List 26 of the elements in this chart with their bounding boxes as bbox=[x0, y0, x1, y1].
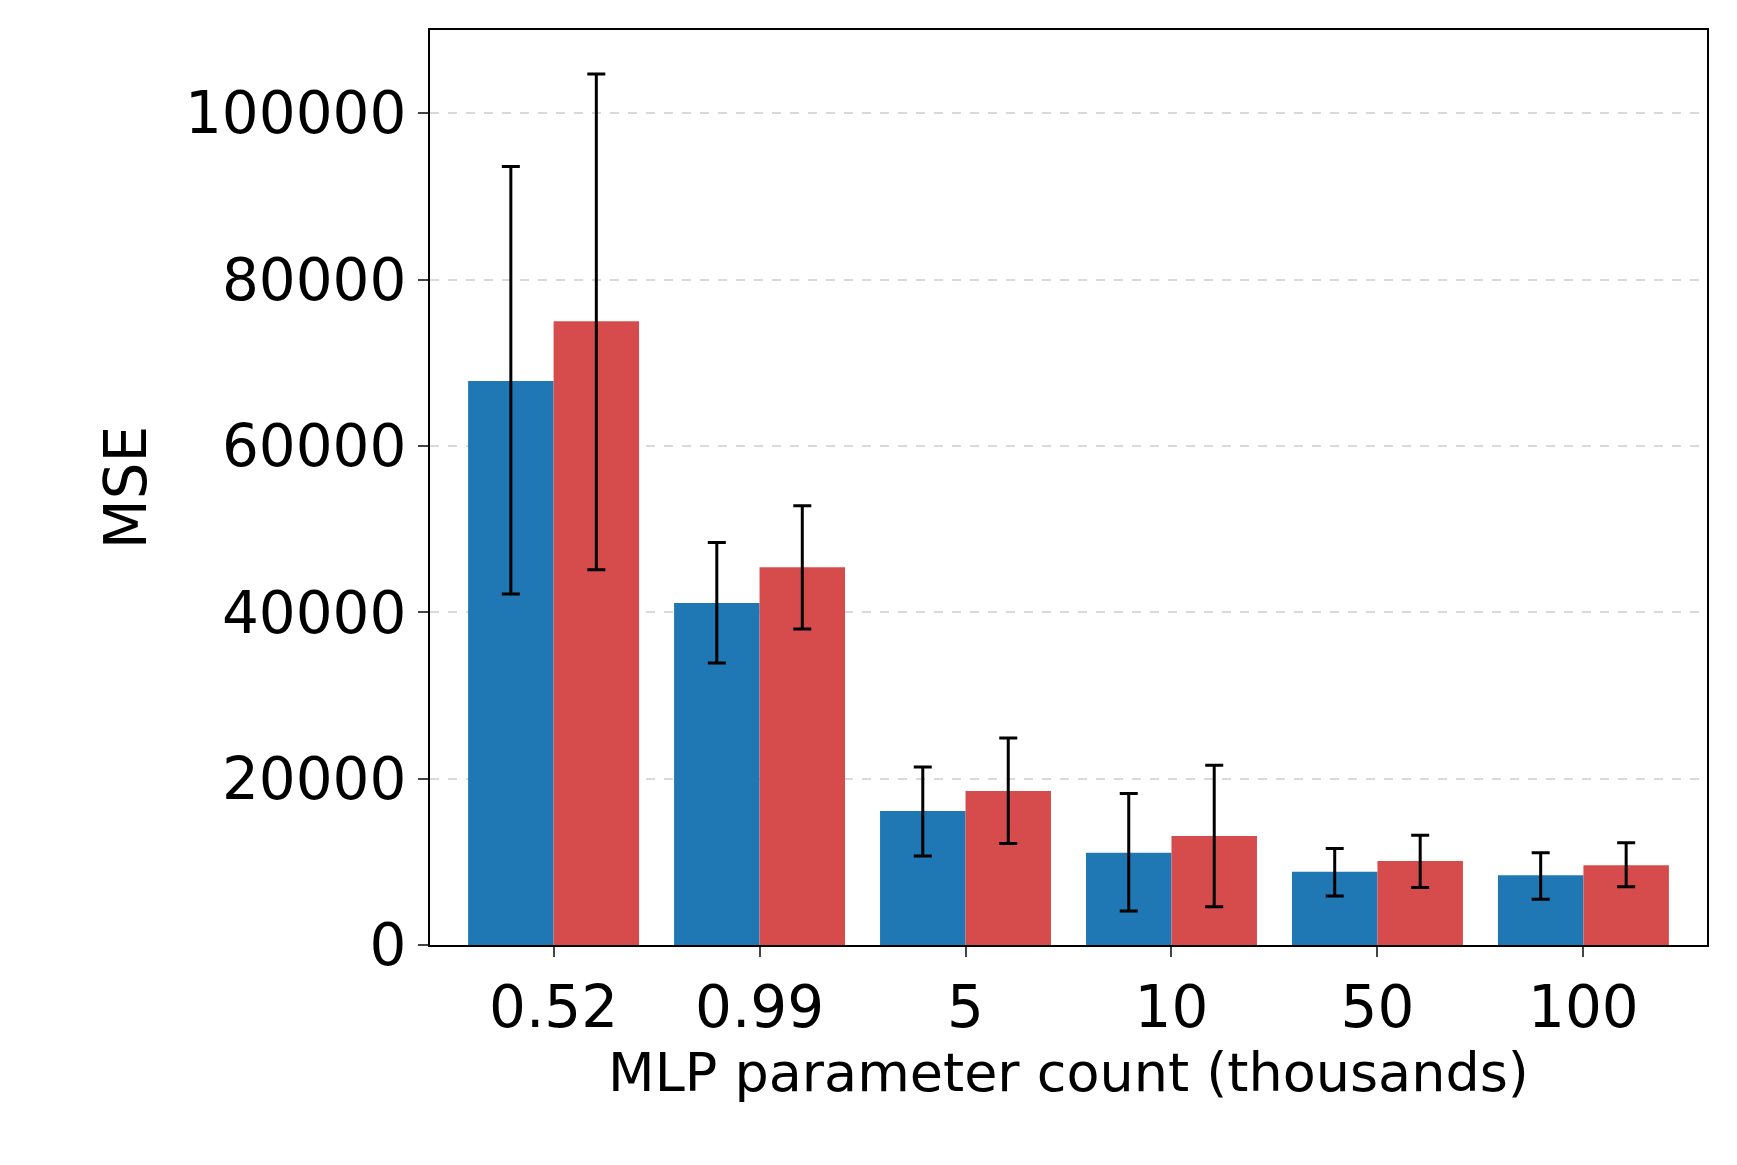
bar bbox=[965, 791, 1051, 945]
bar bbox=[1583, 865, 1669, 945]
y-tick-label: 0 bbox=[369, 911, 407, 980]
bar bbox=[1377, 860, 1463, 945]
bar bbox=[468, 381, 554, 945]
y-tick-label: 60000 bbox=[221, 412, 407, 481]
x-tick-label: 100 bbox=[1528, 972, 1639, 1041]
x-tick-label: 5 bbox=[947, 972, 984, 1041]
y-axis-title: MSE bbox=[91, 425, 160, 550]
x-tick-label: 10 bbox=[1134, 972, 1209, 1041]
y-tick-label: 40000 bbox=[221, 578, 407, 647]
bar bbox=[880, 811, 966, 945]
x-tick-label: 50 bbox=[1340, 972, 1415, 1041]
y-tick-label: 80000 bbox=[221, 245, 407, 314]
bar bbox=[553, 321, 640, 945]
bar bbox=[759, 567, 846, 945]
bar bbox=[1291, 871, 1378, 945]
bar bbox=[1497, 875, 1584, 945]
y-tick-label: 100000 bbox=[184, 79, 407, 148]
bar bbox=[1171, 836, 1257, 945]
bar bbox=[674, 603, 760, 945]
y-tick-label: 20000 bbox=[221, 744, 407, 813]
x-tick-label: 0.52 bbox=[489, 972, 619, 1041]
x-tick-label: 0.99 bbox=[694, 972, 825, 1041]
bar bbox=[1086, 852, 1172, 945]
x-axis-title: MLP parameter count (thousands) bbox=[608, 1040, 1529, 1104]
